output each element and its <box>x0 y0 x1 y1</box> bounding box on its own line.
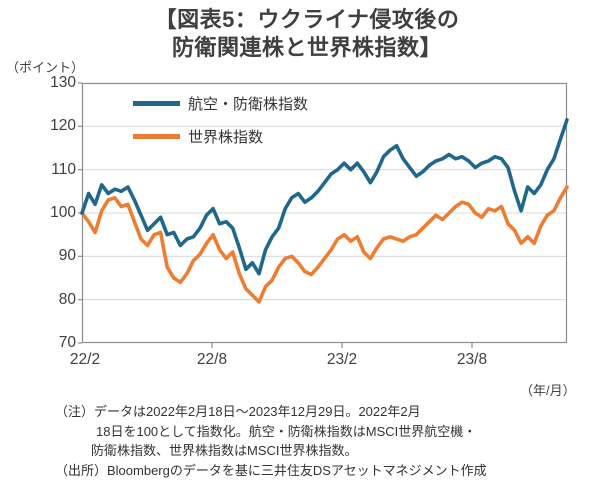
plot-area <box>78 82 569 348</box>
legend-label: 世界株指数 <box>188 128 264 146</box>
chart-title-line1: 【図表5：ウクライナ侵攻後の <box>154 7 460 32</box>
y-tick-label: 130 <box>50 74 76 91</box>
legend-line-swatch <box>133 133 180 139</box>
x-tick-label: 23/2 <box>326 351 358 368</box>
y-tick-label: 80 <box>58 290 76 308</box>
y-tick-label: 110 <box>51 160 76 178</box>
chart-title: 【図表5：ウクライナ侵攻後の 防衛関連株と世界株指数】 <box>0 6 614 62</box>
y-axis-unit-label: （ポイント） <box>6 60 85 75</box>
y-tick-label: 100 <box>50 204 76 221</box>
x-tick-label: 22/8 <box>196 351 228 368</box>
footnote-line: （注）データは2022年2月18日～2023年12月29日。2022年2月 <box>55 404 421 419</box>
series-line-world <box>80 185 569 304</box>
footnote-line: （出所）Bloombergのデータを基に三井住友DSアセットマネジメント作成 <box>55 462 487 478</box>
legend-line-swatch <box>133 100 180 106</box>
x-axis-unit-label: （年/月） <box>520 383 576 398</box>
y-tick-label: 90 <box>58 247 76 265</box>
footnote-line: 防衛株指数、世界株指数はMSCI世界株指数。 <box>91 443 358 458</box>
series-line-defense <box>80 117 569 276</box>
x-tick-label: 23/8 <box>456 351 488 368</box>
legend-label: 航空・防衛株指数 <box>188 95 309 113</box>
legend: 航空・防衛株指数 世界株指数 <box>133 94 308 160</box>
x-tick-label: 22/2 <box>69 351 101 368</box>
y-tick-label: 120 <box>50 117 76 135</box>
chart-title-line2: 防衛関連株と世界株指数】 <box>171 35 442 60</box>
legend-item: 世界株指数 <box>133 127 308 146</box>
legend-item: 航空・防衛株指数 <box>133 94 309 113</box>
footnotes: （注）データは2022年2月18日～2023年12月29日。2022年2月 18日… <box>55 402 611 480</box>
footnote-line: 18日を100として指数化。航空・防衛株指数はMSCI世界航空機・ <box>96 423 477 439</box>
y-tick-label: 70 <box>58 334 76 351</box>
